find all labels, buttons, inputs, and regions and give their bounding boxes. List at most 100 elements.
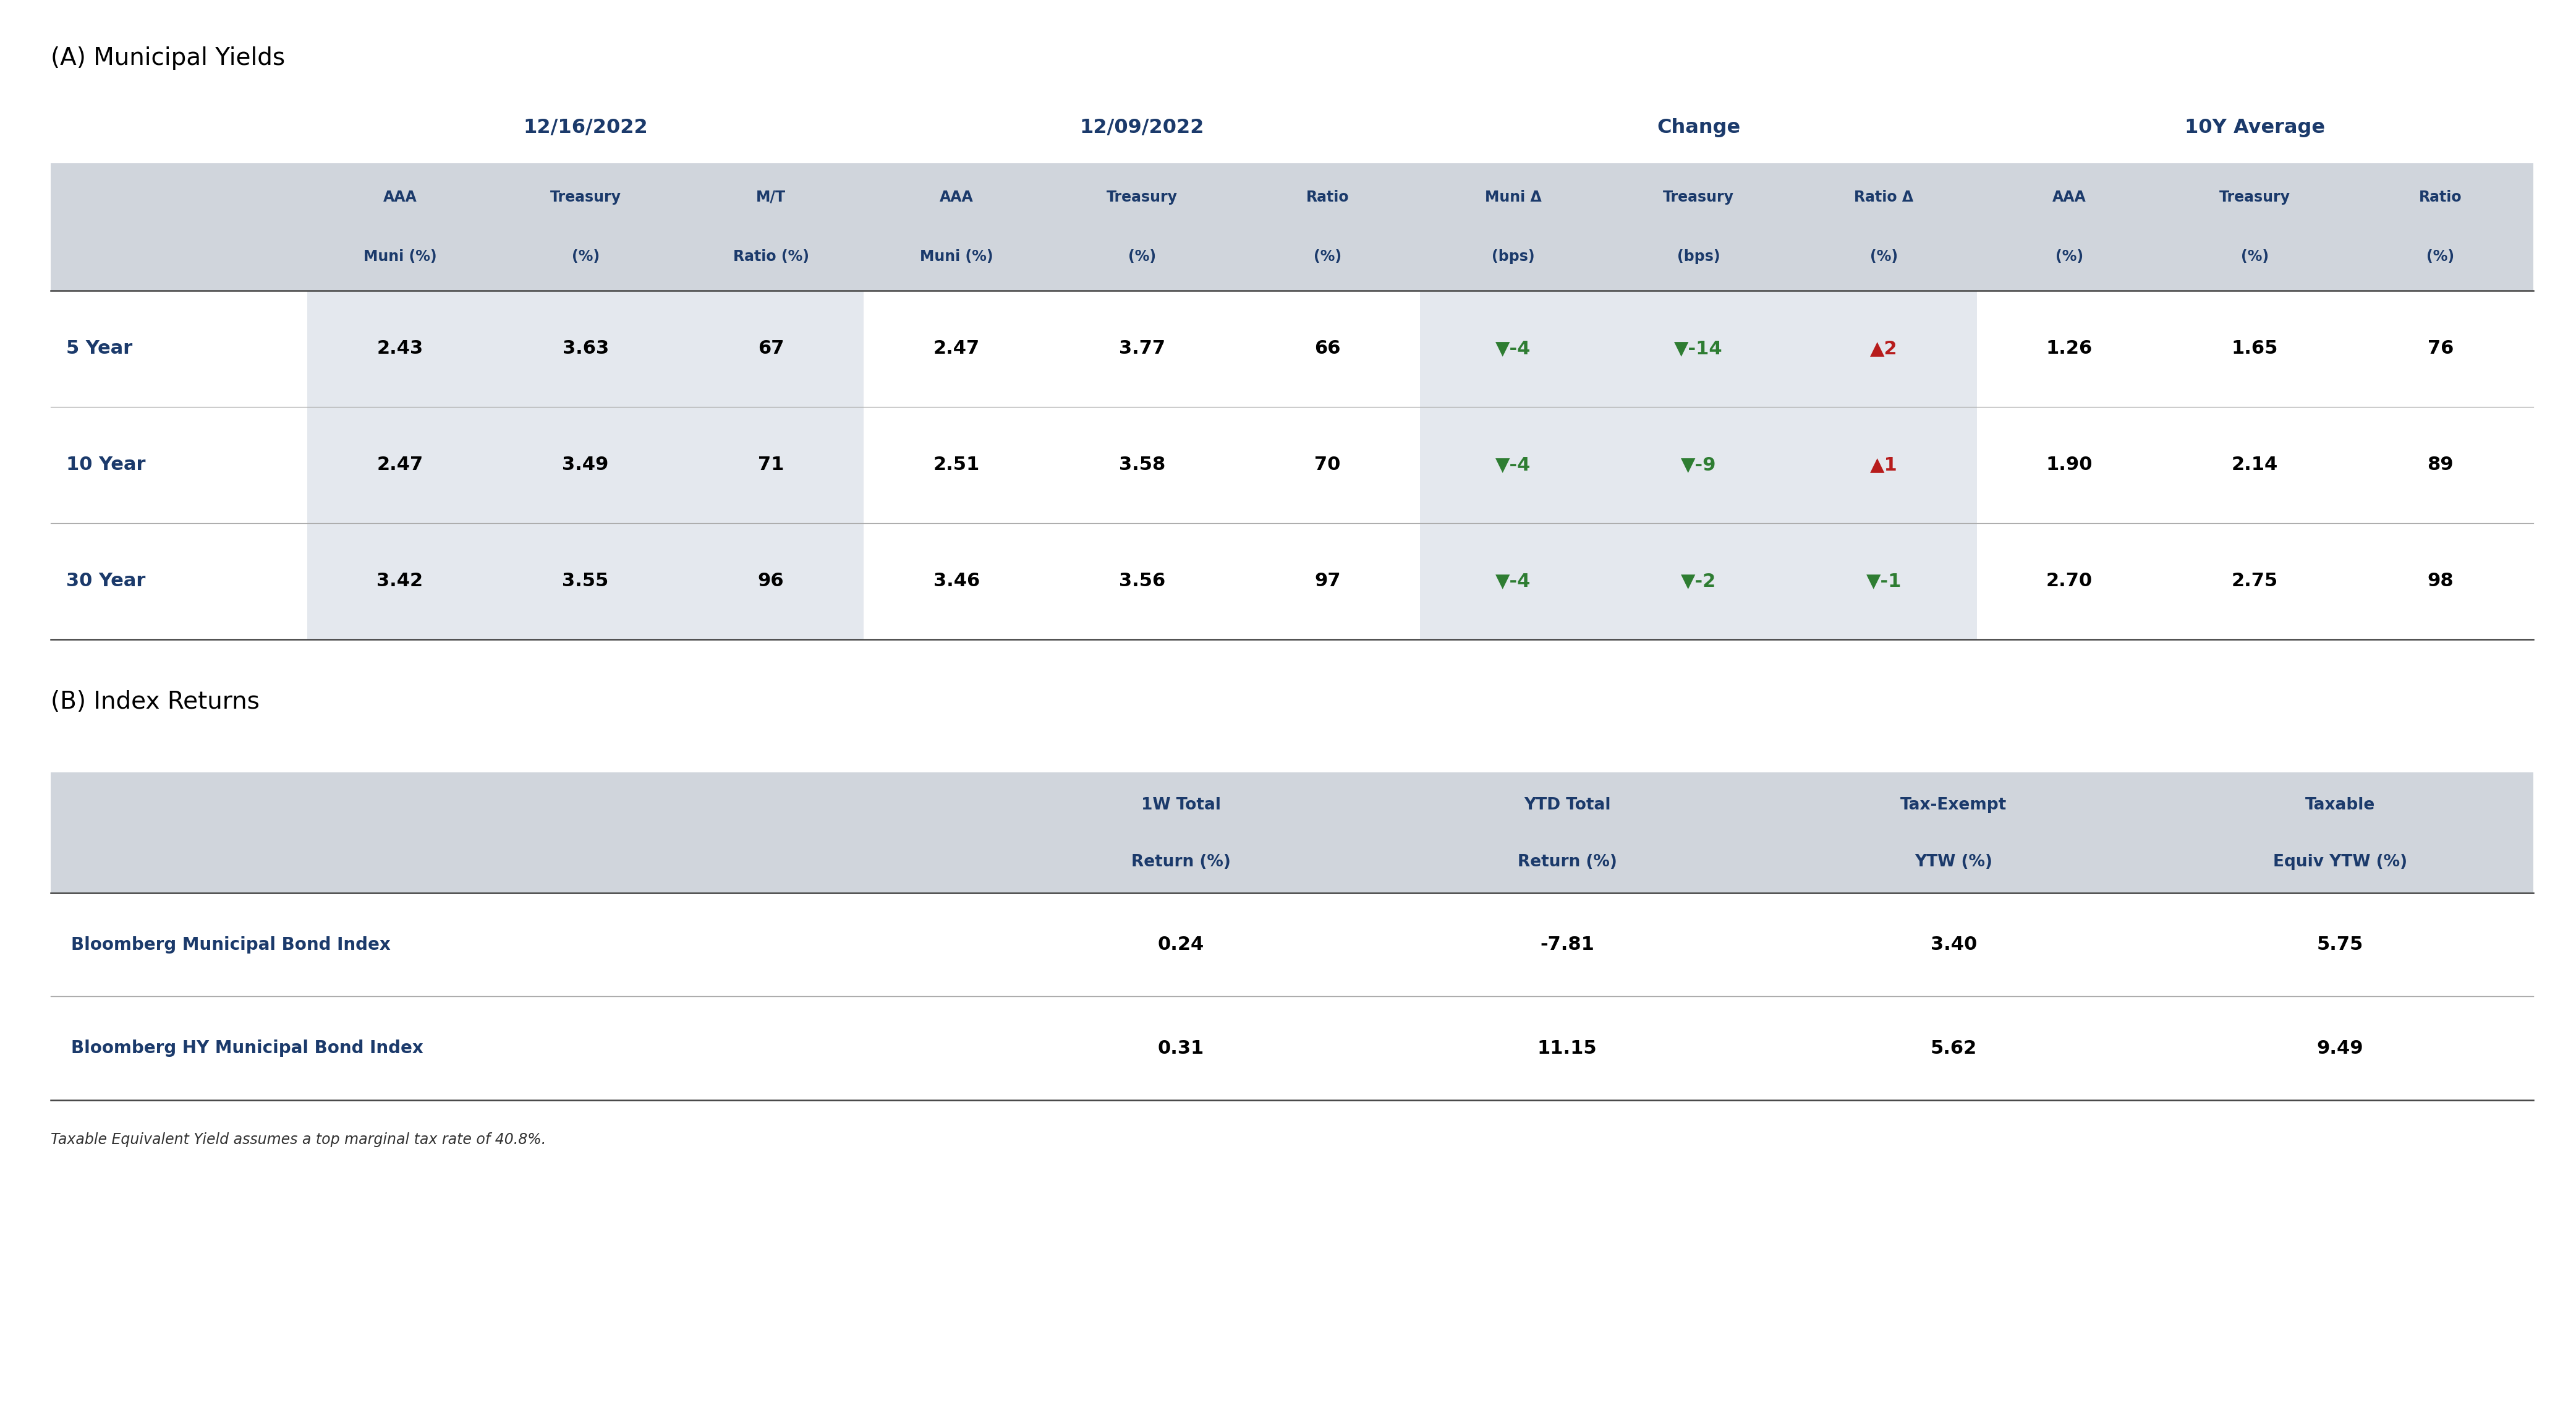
FancyBboxPatch shape <box>1419 406 1976 523</box>
Text: (A) Municipal Yields: (A) Municipal Yields <box>52 47 286 70</box>
Text: 98: 98 <box>2427 572 2452 590</box>
Text: 67: 67 <box>757 339 783 358</box>
Text: Muni (%): Muni (%) <box>363 250 438 264</box>
Text: Return (%): Return (%) <box>1517 854 1618 870</box>
Text: 3.56: 3.56 <box>1118 572 1164 590</box>
Text: 5.62: 5.62 <box>1929 1040 1976 1057</box>
Text: Treasury: Treasury <box>549 190 621 204</box>
Text: 3.55: 3.55 <box>562 572 608 590</box>
Text: (%): (%) <box>2241 250 2269 264</box>
Text: 71: 71 <box>757 456 783 473</box>
FancyBboxPatch shape <box>52 291 307 406</box>
Text: Return (%): Return (%) <box>1131 854 1231 870</box>
Text: Muni (%): Muni (%) <box>920 250 994 264</box>
FancyBboxPatch shape <box>1976 406 2532 523</box>
Text: (%): (%) <box>1314 250 1342 264</box>
Text: Ratio (%): Ratio (%) <box>734 250 809 264</box>
Text: -7.81: -7.81 <box>1540 935 1595 954</box>
FancyBboxPatch shape <box>307 523 863 639</box>
Text: 2.43: 2.43 <box>376 339 422 358</box>
Text: 70: 70 <box>1314 456 1340 473</box>
FancyBboxPatch shape <box>52 893 2532 997</box>
Text: 5 Year: 5 Year <box>67 339 131 358</box>
Text: 12/09/2022: 12/09/2022 <box>1079 118 1203 137</box>
FancyBboxPatch shape <box>863 523 1419 639</box>
Text: Treasury: Treasury <box>1108 190 1177 204</box>
Text: ▼-4: ▼-4 <box>1494 456 1530 473</box>
Text: 9.49: 9.49 <box>2316 1040 2362 1057</box>
FancyBboxPatch shape <box>863 291 1419 406</box>
Text: 30 Year: 30 Year <box>67 572 144 590</box>
Text: (bps): (bps) <box>1492 250 1535 264</box>
Text: 3.40: 3.40 <box>1929 935 1976 954</box>
Text: 97: 97 <box>1314 572 1340 590</box>
Text: 3.42: 3.42 <box>376 572 422 590</box>
FancyBboxPatch shape <box>863 406 1419 523</box>
FancyBboxPatch shape <box>1976 523 2532 639</box>
Text: 2.51: 2.51 <box>933 456 979 473</box>
Text: 0.31: 0.31 <box>1157 1040 1203 1057</box>
FancyBboxPatch shape <box>307 406 863 523</box>
Text: 3.63: 3.63 <box>562 339 608 358</box>
Text: ▼-4: ▼-4 <box>1494 572 1530 590</box>
Text: M/T: M/T <box>757 190 786 204</box>
Text: 89: 89 <box>2427 456 2452 473</box>
Text: Tax-Exempt: Tax-Exempt <box>1901 797 2007 813</box>
Text: (B) Index Returns: (B) Index Returns <box>52 690 260 713</box>
Text: Ratio: Ratio <box>2419 190 2463 204</box>
Text: Bloomberg HY Municipal Bond Index: Bloomberg HY Municipal Bond Index <box>72 1040 422 1057</box>
Text: Ratio Δ: Ratio Δ <box>1855 190 1914 204</box>
Text: 2.14: 2.14 <box>2231 456 2277 473</box>
Text: (bps): (bps) <box>1677 250 1721 264</box>
Text: 66: 66 <box>1314 339 1340 358</box>
Text: 2.75: 2.75 <box>2231 572 2277 590</box>
Text: (%): (%) <box>2056 250 2084 264</box>
Text: Muni Δ: Muni Δ <box>1484 190 1540 204</box>
Text: 12/16/2022: 12/16/2022 <box>523 118 647 137</box>
Text: 1.65: 1.65 <box>2231 339 2277 358</box>
Text: AAA: AAA <box>940 190 974 204</box>
FancyBboxPatch shape <box>1419 291 1976 406</box>
Text: ▼-14: ▼-14 <box>1674 339 1723 358</box>
Text: Treasury: Treasury <box>1664 190 1734 204</box>
Text: 10Y Average: 10Y Average <box>2184 118 2326 137</box>
Text: Equiv YTW (%): Equiv YTW (%) <box>2272 854 2406 870</box>
Text: ▼-1: ▼-1 <box>1865 572 1901 590</box>
Text: Treasury: Treasury <box>2221 190 2290 204</box>
Text: (%): (%) <box>572 250 600 264</box>
Text: ▲2: ▲2 <box>1870 339 1899 358</box>
Text: 3.77: 3.77 <box>1118 339 1164 358</box>
Text: 0.24: 0.24 <box>1157 935 1203 954</box>
Text: Bloomberg Municipal Bond Index: Bloomberg Municipal Bond Index <box>72 935 392 954</box>
Text: 2.47: 2.47 <box>933 339 979 358</box>
Text: ▼-2: ▼-2 <box>1680 572 1716 590</box>
Text: YTW (%): YTW (%) <box>1914 854 1994 870</box>
Text: 96: 96 <box>757 572 783 590</box>
FancyBboxPatch shape <box>52 163 2532 291</box>
Text: Taxable: Taxable <box>2306 797 2375 813</box>
Text: 2.47: 2.47 <box>376 456 422 473</box>
Text: (%): (%) <box>2427 250 2455 264</box>
Text: 2.70: 2.70 <box>2045 572 2092 590</box>
Text: Taxable Equivalent Yield assumes a top marginal tax rate of 40.8%.: Taxable Equivalent Yield assumes a top m… <box>52 1132 546 1147</box>
Text: AAA: AAA <box>2053 190 2087 204</box>
Text: (%): (%) <box>1870 250 1899 264</box>
Text: 3.58: 3.58 <box>1118 456 1164 473</box>
Text: ▼-4: ▼-4 <box>1494 339 1530 358</box>
FancyBboxPatch shape <box>52 406 307 523</box>
Text: 3.49: 3.49 <box>562 456 608 473</box>
FancyBboxPatch shape <box>52 773 2532 893</box>
Text: Ratio: Ratio <box>1306 190 1350 204</box>
Text: ▲1: ▲1 <box>1870 456 1899 473</box>
Text: 1W Total: 1W Total <box>1141 797 1221 813</box>
Text: 1.90: 1.90 <box>2045 456 2092 473</box>
Text: (%): (%) <box>1128 250 1157 264</box>
Text: 11.15: 11.15 <box>1538 1040 1597 1057</box>
Text: AAA: AAA <box>384 190 417 204</box>
FancyBboxPatch shape <box>1976 291 2532 406</box>
Text: 3.46: 3.46 <box>933 572 979 590</box>
Text: Change: Change <box>1656 118 1741 137</box>
Text: 76: 76 <box>2427 339 2452 358</box>
Text: 10 Year: 10 Year <box>67 456 144 473</box>
Text: YTD Total: YTD Total <box>1525 797 1610 813</box>
